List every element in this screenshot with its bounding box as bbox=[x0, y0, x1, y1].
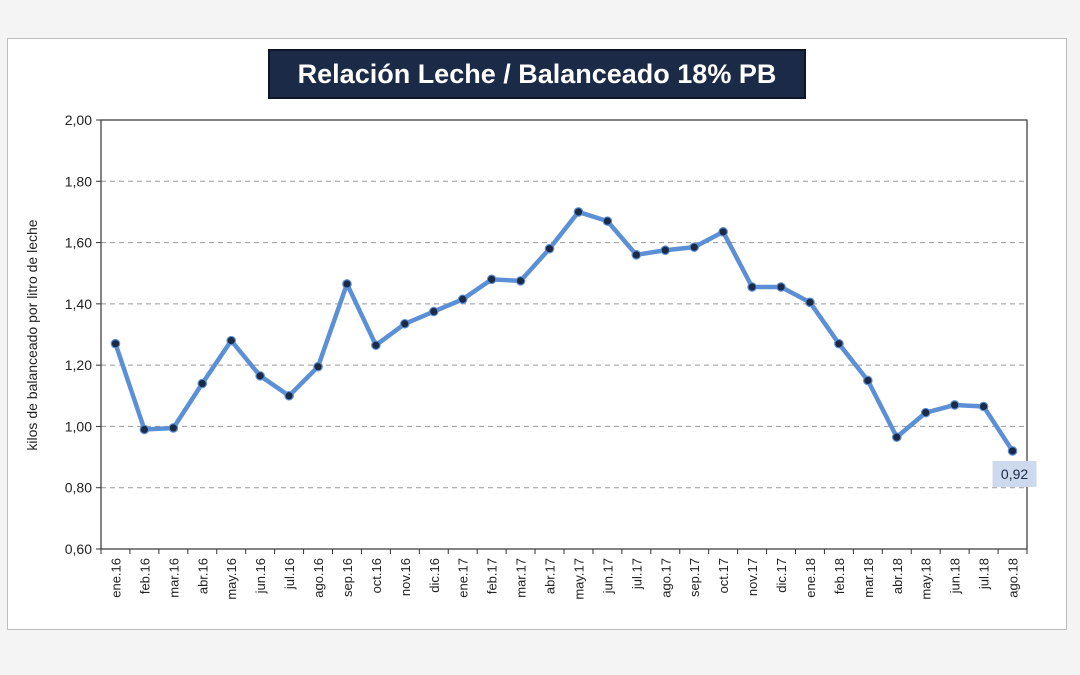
x-tick-label: jun.18 bbox=[948, 558, 963, 594]
x-tick-label: abr.17 bbox=[543, 558, 558, 594]
data-label: 0,92 bbox=[1001, 466, 1028, 482]
axes bbox=[96, 119, 1028, 554]
x-tick-labels: ene.16 feb.16 mar.16 abr.16 may.16 jun.16 jul.… bbox=[108, 558, 1020, 600]
y-tick-label: 1,40 bbox=[65, 296, 92, 312]
x-tick-label: may.17 bbox=[571, 558, 586, 600]
data-point bbox=[168, 423, 179, 433]
data-point bbox=[805, 297, 815, 308]
data-point bbox=[486, 274, 497, 285]
x-tick-label: sep.17 bbox=[687, 558, 702, 597]
x-tick-label: feb.16 bbox=[137, 558, 152, 594]
x-tick-label: abr.18 bbox=[890, 558, 905, 594]
x-tick-label: oct.16 bbox=[369, 558, 384, 593]
data-point bbox=[602, 216, 613, 226]
data-point bbox=[776, 282, 786, 292]
chart-frame bbox=[7, 38, 1067, 630]
y-tick-label: 1,80 bbox=[65, 173, 92, 189]
x-tick-label: sep.16 bbox=[340, 558, 355, 597]
x-tick-label: mar.18 bbox=[861, 558, 876, 598]
data-point bbox=[863, 375, 873, 386]
data-point bbox=[891, 432, 902, 442]
x-tick-label: abr.16 bbox=[195, 558, 210, 594]
data-point bbox=[139, 424, 150, 435]
x-tick-label: jun.17 bbox=[600, 558, 615, 594]
x-tick-label: ago.17 bbox=[658, 558, 673, 598]
callout-layer: 0,92 bbox=[992, 460, 1037, 487]
data-point bbox=[313, 361, 323, 372]
data-point bbox=[689, 242, 700, 252]
data-point bbox=[284, 390, 294, 401]
x-tick-label: oct.17 bbox=[716, 558, 731, 593]
y-tick-labels: 0,60 0,80 1,00 1,20 1,40 1,60 1,80 2,00 bbox=[65, 112, 92, 557]
y-tick-label: 2,00 bbox=[65, 112, 92, 128]
data-point bbox=[255, 371, 265, 381]
data-point bbox=[631, 250, 642, 260]
y-axis-label: kilos de balanceado por litro de leche bbox=[24, 219, 40, 450]
y-tick-label: 0,60 bbox=[65, 541, 92, 557]
data-point bbox=[515, 276, 526, 286]
x-tick-label: may.18 bbox=[919, 558, 934, 600]
gridlines bbox=[101, 180, 1027, 489]
data-point bbox=[747, 282, 757, 292]
data-point bbox=[718, 227, 728, 237]
data-point bbox=[197, 378, 208, 389]
x-tick-label: feb.17 bbox=[485, 558, 500, 594]
x-tick-label: may.16 bbox=[224, 558, 239, 600]
data-point bbox=[573, 207, 584, 217]
series-layer bbox=[110, 207, 1018, 456]
x-tick-label: nov.17 bbox=[745, 558, 760, 596]
chart-title: Relación Leche / Balanceado 18% PB bbox=[268, 49, 806, 99]
data-point bbox=[457, 294, 468, 305]
x-tick-label: dic.16 bbox=[427, 558, 442, 593]
data-point bbox=[342, 279, 352, 289]
x-tick-label: ene.18 bbox=[803, 558, 818, 598]
x-tick-label: jul.17 bbox=[629, 558, 644, 590]
x-tick-label: mar.16 bbox=[166, 558, 181, 598]
data-point bbox=[428, 306, 439, 317]
y-tick-label: 1,00 bbox=[65, 418, 92, 434]
y-tick-label: 1,20 bbox=[65, 357, 92, 373]
data-point bbox=[834, 338, 844, 349]
y-tick-label: 1,60 bbox=[65, 235, 92, 251]
y-tick-label: 0,80 bbox=[65, 480, 92, 496]
data-point bbox=[400, 318, 410, 329]
x-tick-label: jul.18 bbox=[977, 558, 992, 590]
data-point bbox=[978, 401, 989, 412]
data-point bbox=[949, 400, 960, 410]
x-tick-label: nov.16 bbox=[398, 558, 413, 596]
x-tick-label: jul.16 bbox=[282, 558, 297, 590]
data-point bbox=[110, 338, 121, 349]
x-tick-label: ene.16 bbox=[108, 558, 123, 598]
x-tick-label: dic.17 bbox=[774, 558, 789, 593]
plot-area-border bbox=[100, 119, 1028, 550]
x-tick-label: feb.18 bbox=[832, 558, 847, 594]
data-point bbox=[920, 407, 931, 418]
x-tick-label: ago.18 bbox=[1006, 558, 1021, 598]
series-line bbox=[113, 209, 1015, 454]
data-point bbox=[660, 245, 671, 256]
data-label-box bbox=[992, 460, 1037, 487]
data-point bbox=[544, 243, 555, 254]
data-point bbox=[371, 340, 381, 351]
data-point bbox=[1007, 446, 1018, 456]
data-point bbox=[226, 335, 237, 346]
x-tick-label: ene.17 bbox=[456, 558, 471, 598]
x-tick-label: ago.16 bbox=[311, 558, 326, 598]
x-tick-label: mar.17 bbox=[514, 558, 529, 598]
x-tick-label: jun.16 bbox=[253, 558, 268, 594]
